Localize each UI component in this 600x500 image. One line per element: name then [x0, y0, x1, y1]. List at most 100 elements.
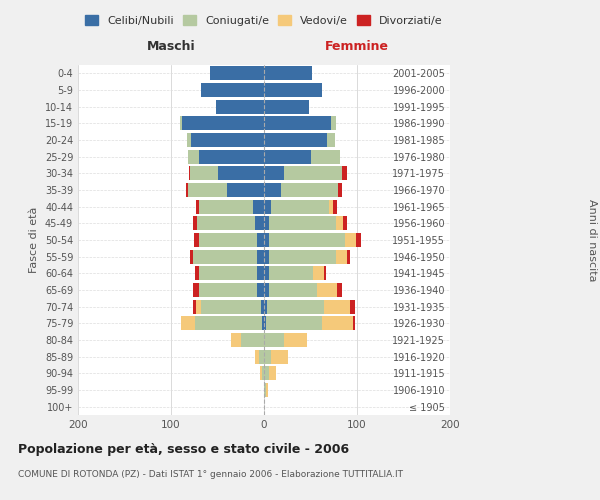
- Bar: [264, 166, 284, 180]
- Bar: [190, 166, 218, 180]
- Bar: [182, 116, 264, 130]
- Bar: [311, 150, 340, 164]
- Bar: [269, 216, 335, 230]
- Bar: [264, 133, 327, 147]
- Bar: [201, 300, 261, 314]
- Bar: [262, 316, 264, 330]
- Bar: [350, 300, 355, 314]
- Bar: [338, 183, 342, 197]
- Bar: [262, 366, 264, 380]
- Bar: [284, 166, 342, 180]
- Bar: [199, 233, 257, 247]
- Bar: [264, 150, 311, 164]
- Bar: [335, 250, 347, 264]
- Bar: [269, 366, 276, 380]
- Bar: [193, 250, 257, 264]
- Bar: [264, 266, 269, 280]
- Text: Femmine: Femmine: [325, 40, 389, 54]
- Bar: [266, 383, 268, 397]
- Bar: [191, 133, 264, 147]
- Bar: [194, 233, 199, 247]
- Bar: [264, 183, 281, 197]
- Bar: [266, 316, 322, 330]
- Bar: [264, 66, 313, 80]
- Bar: [264, 100, 308, 114]
- Bar: [181, 316, 195, 330]
- Legend: Celibi/Nubili, Coniugati/e, Vedovi/e, Divorziati/e: Celibi/Nubili, Coniugati/e, Vedovi/e, Di…: [81, 10, 447, 30]
- Text: Anni di nascita: Anni di nascita: [587, 198, 597, 281]
- Text: Maschi: Maschi: [146, 40, 196, 54]
- Bar: [227, 183, 264, 197]
- Bar: [260, 366, 262, 380]
- Bar: [215, 100, 264, 114]
- Bar: [264, 300, 267, 314]
- Bar: [257, 250, 264, 264]
- Bar: [345, 233, 356, 247]
- Bar: [257, 266, 264, 280]
- Bar: [325, 266, 326, 280]
- Bar: [199, 283, 257, 297]
- Bar: [264, 316, 266, 330]
- Bar: [257, 283, 264, 297]
- Bar: [337, 283, 342, 297]
- Bar: [264, 250, 269, 264]
- Bar: [195, 266, 199, 280]
- Bar: [343, 216, 347, 230]
- Bar: [356, 233, 361, 247]
- Bar: [264, 233, 269, 247]
- Bar: [254, 216, 264, 230]
- Bar: [257, 233, 264, 247]
- Bar: [313, 266, 325, 280]
- Bar: [269, 266, 313, 280]
- Bar: [347, 250, 350, 264]
- Bar: [199, 266, 257, 280]
- Bar: [264, 116, 331, 130]
- Bar: [261, 300, 264, 314]
- Bar: [335, 216, 343, 230]
- Bar: [195, 316, 262, 330]
- Bar: [264, 83, 322, 97]
- Bar: [232, 333, 241, 347]
- Bar: [201, 83, 264, 97]
- Bar: [264, 333, 284, 347]
- Bar: [327, 133, 335, 147]
- Bar: [269, 250, 335, 264]
- Bar: [264, 200, 271, 214]
- Bar: [196, 300, 201, 314]
- Bar: [188, 150, 199, 164]
- Bar: [197, 216, 254, 230]
- Bar: [255, 350, 259, 364]
- Text: Popolazione per età, sesso e stato civile - 2006: Popolazione per età, sesso e stato civil…: [18, 442, 349, 456]
- Bar: [188, 166, 190, 180]
- Bar: [199, 200, 253, 214]
- Bar: [264, 350, 271, 364]
- Bar: [317, 283, 337, 297]
- Bar: [284, 333, 307, 347]
- Bar: [342, 166, 347, 180]
- Bar: [329, 200, 333, 214]
- Bar: [271, 350, 288, 364]
- Bar: [325, 300, 350, 314]
- Bar: [241, 333, 264, 347]
- Bar: [180, 116, 182, 130]
- Bar: [333, 200, 337, 214]
- Bar: [253, 200, 264, 214]
- Bar: [281, 183, 338, 197]
- Bar: [193, 216, 197, 230]
- Bar: [264, 366, 269, 380]
- Bar: [187, 133, 191, 147]
- Bar: [264, 216, 269, 230]
- Y-axis label: Fasce di età: Fasce di età: [29, 207, 39, 273]
- Bar: [269, 233, 345, 247]
- Bar: [186, 183, 188, 197]
- Bar: [193, 283, 199, 297]
- Bar: [322, 316, 353, 330]
- Bar: [190, 250, 193, 264]
- Bar: [331, 116, 335, 130]
- Bar: [259, 350, 264, 364]
- Bar: [264, 283, 269, 297]
- Bar: [218, 166, 264, 180]
- Bar: [267, 300, 325, 314]
- Bar: [271, 200, 329, 214]
- Bar: [196, 200, 199, 214]
